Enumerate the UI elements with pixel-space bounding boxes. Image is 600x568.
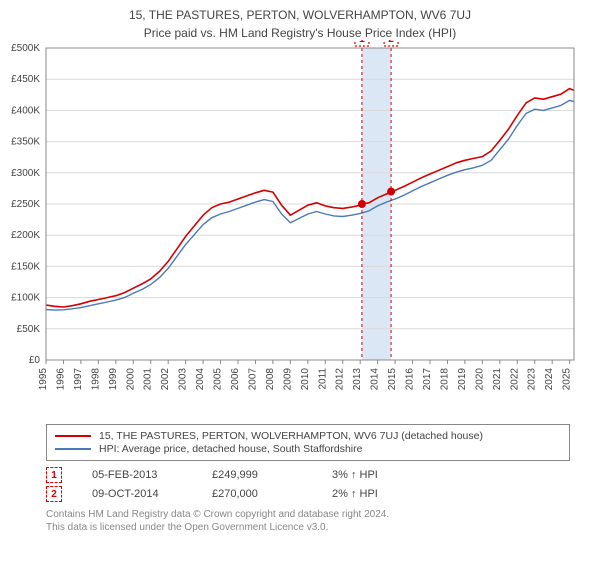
y-tick-label: £250K: [11, 199, 40, 210]
x-tick-label: 2003: [178, 368, 189, 391]
x-tick-label: 2017: [422, 368, 433, 391]
sale-marker-label: 2: [388, 40, 394, 45]
sale-row-delta: 3% ↑ HPI: [332, 469, 422, 481]
x-tick-label: 2000: [125, 368, 136, 391]
x-tick-label: 1996: [55, 368, 66, 391]
x-tick-label: 2005: [213, 368, 224, 391]
x-tick-label: 2024: [544, 368, 555, 391]
chart-title-line1: 15, THE PASTURES, PERTON, WOLVERHAMPTON,…: [0, 8, 600, 22]
x-tick-label: 2008: [265, 368, 276, 391]
y-tick-label: £200K: [11, 230, 40, 241]
legend-row: 15, THE PASTURES, PERTON, WOLVERHAMPTON,…: [55, 430, 561, 442]
sale-row: 1 05-FEB-2013 £249,999 3% ↑ HPI: [46, 467, 600, 483]
copyright-notice: Contains HM Land Registry data © Crown c…: [46, 508, 570, 534]
x-tick-label: 2016: [405, 368, 416, 391]
x-tick-label: 2010: [300, 368, 311, 391]
legend-row: HPI: Average price, detached house, Sout…: [55, 443, 561, 455]
sale-marker-label: 1: [359, 40, 365, 45]
legend: 15, THE PASTURES, PERTON, WOLVERHAMPTON,…: [46, 424, 570, 461]
sale-row-marker: 2: [46, 486, 62, 502]
sales-table: 1 05-FEB-2013 £249,999 3% ↑ HPI 2 09-OCT-2014…: [0, 467, 600, 502]
sale-row-price: £270,000: [212, 488, 302, 500]
copyright-line2: This data is licensed under the Open Gov…: [46, 522, 328, 533]
y-tick-label: £100K: [11, 293, 40, 304]
legend-label: HPI: Average price, detached house, Sout…: [99, 443, 362, 455]
x-tick-label: 1999: [108, 368, 119, 391]
sale-row-date: 05-FEB-2013: [92, 469, 182, 481]
x-tick-label: 2011: [317, 368, 328, 390]
x-tick-label: 2022: [509, 368, 520, 391]
x-tick-label: 1997: [73, 368, 84, 391]
y-tick-label: £50K: [17, 324, 41, 335]
y-tick-label: £400K: [11, 105, 40, 116]
legend-swatch: [55, 435, 91, 437]
x-tick-label: 2020: [474, 368, 485, 391]
x-tick-label: 2006: [230, 368, 241, 391]
sale-row-marker: 1: [46, 467, 62, 483]
x-tick-label: 2019: [457, 368, 468, 391]
chart-titles: 15, THE PASTURES, PERTON, WOLVERHAMPTON,…: [0, 8, 600, 40]
legend-label: 15, THE PASTURES, PERTON, WOLVERHAMPTON,…: [99, 430, 483, 442]
sale-marker-dot: [387, 188, 395, 196]
chart-svg: £0 £50K £100K £150K £200K £250K £300K £350K £400…: [0, 40, 600, 420]
x-tick-label: 2018: [439, 368, 450, 391]
x-tick-label: 1998: [90, 368, 101, 391]
x-tick-label: 2014: [370, 368, 381, 391]
x-tick-label: 2009: [282, 368, 293, 391]
chart: £0 £50K £100K £150K £200K £250K £300K £350K £400…: [0, 40, 600, 420]
y-tick-label: £300K: [11, 168, 40, 179]
sale-row-date: 09-OCT-2014: [92, 488, 182, 500]
sale-row: 2 09-OCT-2014 £270,000 2% ↑ HPI: [46, 486, 600, 502]
y-tick-label: £350K: [11, 137, 40, 148]
x-tick-label: 2013: [352, 368, 363, 391]
x-tick-label: 2023: [527, 368, 538, 391]
x-tick-label: 2007: [247, 368, 258, 391]
x-tick-label: 2021: [492, 368, 503, 391]
sale-row-delta: 2% ↑ HPI: [332, 488, 422, 500]
copyright-line1: Contains HM Land Registry data © Crown c…: [46, 509, 389, 520]
y-tick-label: £450K: [11, 74, 40, 85]
x-tick-label: 2002: [160, 368, 171, 391]
chart-title-line2: Price paid vs. HM Land Registry's House …: [0, 26, 600, 40]
y-tick-label: £0: [29, 355, 41, 366]
y-tick-label: £150K: [11, 261, 40, 272]
x-tick-label: 2012: [335, 368, 346, 391]
x-tick-label: 2004: [195, 368, 206, 391]
y-tick-label: £500K: [11, 43, 40, 54]
sale-marker-dot: [358, 200, 366, 208]
x-tick-label: 1995: [38, 368, 49, 391]
x-tick-label: 2025: [562, 368, 573, 391]
legend-swatch: [55, 448, 91, 450]
sale-row-price: £249,999: [212, 469, 302, 481]
x-tick-label: 2001: [143, 368, 154, 391]
x-tick-label: 2015: [387, 368, 398, 391]
